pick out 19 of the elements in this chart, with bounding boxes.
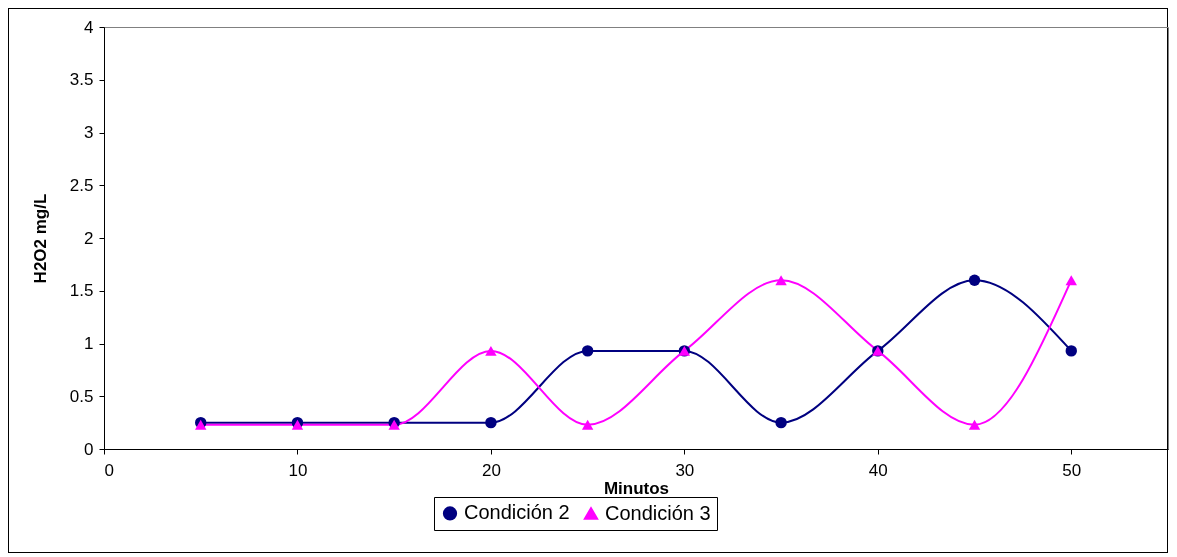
x-tick-label: 20 bbox=[481, 460, 501, 480]
y-tick-label: 3.5 bbox=[69, 70, 94, 90]
x-tick-label: 30 bbox=[675, 460, 695, 480]
x-tick-label: 50 bbox=[1062, 460, 1082, 480]
x-tick-label: 0 bbox=[104, 460, 114, 480]
y-tick-label: 1 bbox=[84, 334, 94, 353]
legend-label: Condición 2 bbox=[464, 501, 570, 524]
x-tick-label: 40 bbox=[868, 460, 888, 480]
y-axis-title: H2O2 mg/L bbox=[30, 193, 50, 284]
y-tick-label: 4 bbox=[84, 17, 94, 37]
legend-label: Condición 3 bbox=[605, 501, 711, 524]
y-tick-label: 0 bbox=[84, 439, 94, 459]
y-tick-label: 3 bbox=[84, 123, 94, 142]
x-axis-title: Minutos bbox=[603, 478, 670, 498]
y-tick-label: 1.5 bbox=[69, 281, 94, 301]
y-tick-label: 2.5 bbox=[69, 175, 94, 195]
y-tick-label: 2 bbox=[84, 228, 94, 248]
x-tick-label: 10 bbox=[288, 460, 308, 480]
y-tick-label: 0.5 bbox=[69, 386, 94, 406]
